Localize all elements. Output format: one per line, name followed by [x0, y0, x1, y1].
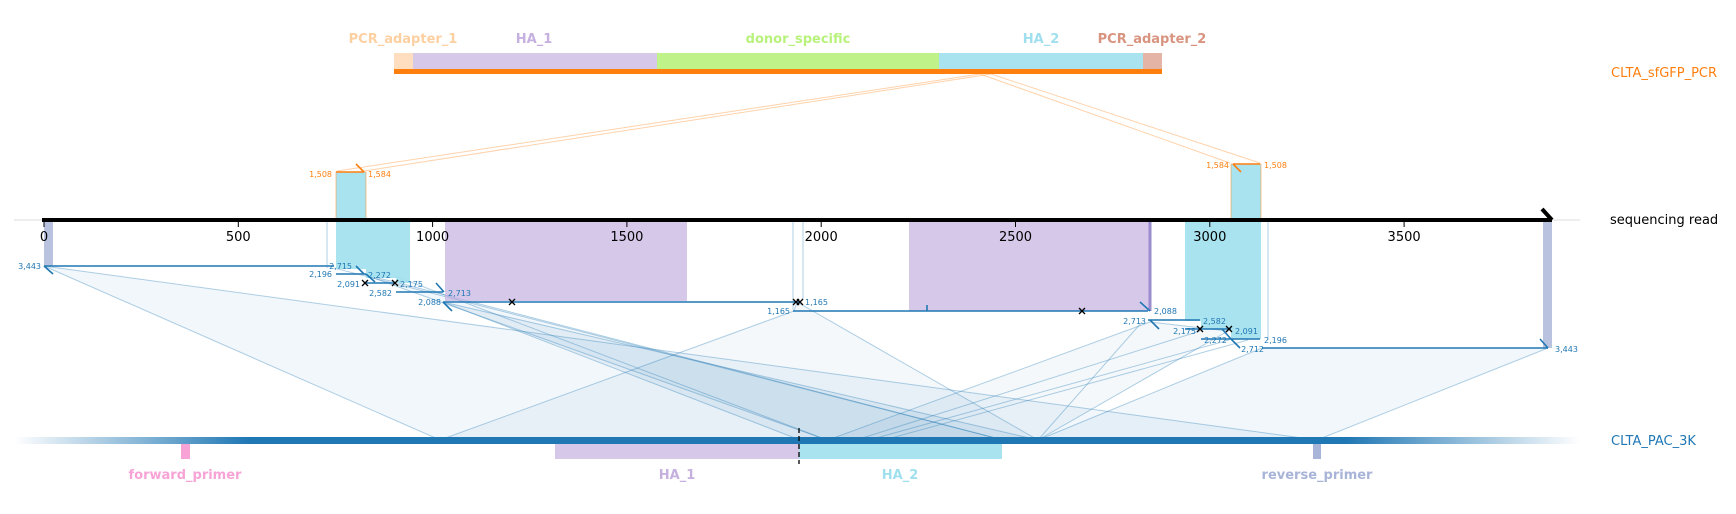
coord-label: 2,715: [329, 262, 352, 271]
coord-label: 2,272: [1204, 336, 1227, 345]
read-axis-tick-label: 3500: [1388, 230, 1421, 245]
coord-label: 2,175: [1173, 327, 1196, 336]
reference-name: CLTA_PAC_3K: [1611, 434, 1696, 449]
coord-label: 2,091: [1235, 327, 1258, 336]
read-shade-ha-2-left-c: [396, 221, 410, 283]
read-axis-tick-label: 500: [226, 230, 251, 245]
donor-feature-label-pcr-adapter-1: PCR_adapter_1: [349, 32, 458, 47]
read-shade-ha-2-left-b: [366, 221, 396, 278]
coord-label: 1,508: [1264, 161, 1287, 170]
alignment-fans: [43, 265, 1549, 441]
coord-label: 1,584: [1206, 161, 1229, 170]
read-shade-primer-left: [44, 221, 53, 266]
coord-label: 1,165: [767, 307, 790, 316]
reference-feature-forward-primer: [181, 444, 190, 459]
coord-label: 2,175: [400, 280, 423, 289]
read-feature-shading: [44, 163, 1552, 348]
coord-label: 2,712: [1241, 345, 1264, 354]
read-shade-primer-right: [1543, 221, 1552, 348]
donor-feature-label-donor-specific: donor_specific: [746, 32, 851, 47]
coordinate-labels: 3,443 2,715 2,196 2,272 2,091 2,175 2,58…: [18, 161, 1578, 354]
donor-feature-ha-2: [939, 53, 1143, 69]
read-axis-tick-label: 2500: [999, 230, 1032, 245]
read-axis-ticks: 0 500 1000 1500 2000 2500 3000 3500: [40, 222, 1421, 245]
read-axis-tick-label: 1000: [416, 230, 449, 245]
donor-feature-label-ha-1: HA_1: [516, 32, 553, 47]
reference-feature-reverse-primer: [1313, 444, 1321, 459]
coord-label: 1,584: [368, 170, 391, 179]
donor-feature-donor-specific: [657, 53, 939, 69]
read-shade-ha-1-right: [909, 221, 1150, 311]
read-alignments: [43, 163, 1549, 349]
read-shade-donor-right: [1230, 163, 1262, 222]
coord-label: 2,272: [368, 271, 391, 280]
donor-track: PCR_adapter_1 HA_1 donor_specific HA_2 P…: [349, 32, 1717, 81]
reference-feature-label-ha-2: HA_2: [882, 468, 919, 483]
coord-label: 1,508: [309, 170, 332, 179]
read-name: sequencing read: [1610, 213, 1718, 228]
reference-feature-label-forward-primer: forward_primer: [129, 468, 243, 483]
donor-feature-ha-1: [413, 53, 657, 69]
read-shade-ha-1-left: [445, 221, 687, 301]
reference-feature-ha-1: [555, 444, 799, 459]
reference-feature-label-ha-1: HA_1: [659, 468, 696, 483]
coord-label: 2,088: [418, 298, 441, 307]
reference-feature-ha-2: [799, 444, 1002, 459]
read-shade-donor-left: [335, 171, 367, 222]
coord-label: 2,088: [1154, 307, 1177, 316]
donor-feature-label-ha-2: HA_2: [1023, 32, 1060, 47]
coord-label: 2,713: [448, 289, 471, 298]
read-axis-tick-label: 3000: [1193, 230, 1226, 245]
read-shade-ha-2-right-b: [1201, 221, 1231, 329]
reference-track: forward_primer HA_1 HA_2 reverse_primer …: [14, 428, 1696, 483]
donor-feature-pcr-adapter-1: [394, 53, 413, 69]
coord-label: 3,443: [18, 262, 41, 271]
read-shade-ha-2-right-c: [1231, 221, 1261, 339]
reference-bar: [14, 437, 1580, 444]
donor-name: CLTA_sfGFP_PCR: [1611, 66, 1717, 81]
donor-bar: [394, 69, 1162, 74]
coord-label: 1,165: [805, 298, 828, 307]
read-shade-ha-2-left-a: [336, 221, 366, 269]
mismatch-markers: [361, 279, 1233, 333]
read-axis: 0 500 1000 1500 2000 2500 3000 3500 sequencing …: [14, 207, 1718, 245]
donor-connections: [336, 73, 1261, 172]
coord-label: 2,196: [1264, 336, 1287, 345]
coord-label: 3,443: [1555, 345, 1578, 354]
coord-label: 2,196: [309, 270, 332, 279]
donor-feature-pcr-adapter-2: [1143, 53, 1162, 69]
coord-label: 2,091: [337, 280, 360, 289]
reference-feature-label-reverse-primer: reverse_primer: [1262, 468, 1374, 483]
read-shade-ha-2-right-a: [1185, 221, 1201, 321]
read-axis-tick-label: 1500: [610, 230, 643, 245]
coord-label: 2,582: [1203, 317, 1226, 326]
read-axis-tick-label: 2000: [805, 230, 838, 245]
read-axis-tick-label: 0: [40, 230, 48, 245]
donor-feature-label-pcr-adapter-2: PCR_adapter_2: [1098, 32, 1207, 47]
coord-label: 2,582: [369, 289, 392, 298]
coord-label: 2,713: [1123, 317, 1146, 326]
